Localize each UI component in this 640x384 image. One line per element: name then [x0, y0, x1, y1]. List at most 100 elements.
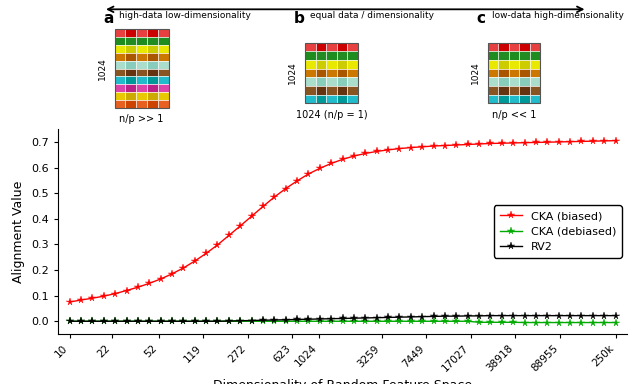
- CKA (debiased): [339, 319, 346, 324]
- Bar: [158, 100, 169, 108]
- CKA (biased): [328, 161, 335, 166]
- Bar: [337, 60, 348, 69]
- Text: n/p << 1: n/p << 1: [492, 110, 536, 120]
- CKA (debiased): [100, 319, 108, 324]
- Text: high-data low-dimensionality: high-data low-dimensionality: [119, 11, 251, 20]
- Text: n/p >> 1: n/p >> 1: [120, 114, 164, 124]
- CKA (biased): [111, 291, 119, 296]
- CKA (biased): [543, 140, 551, 144]
- CKA (biased): [476, 142, 483, 146]
- CKA (biased): [407, 145, 415, 150]
- Bar: [348, 95, 358, 104]
- Bar: [125, 45, 136, 53]
- Bar: [147, 61, 158, 69]
- Bar: [136, 100, 147, 108]
- RV2: [214, 319, 221, 324]
- CKA (debiased): [316, 319, 324, 324]
- Bar: [125, 100, 136, 108]
- RV2: [191, 319, 198, 324]
- Bar: [316, 86, 326, 95]
- RV2: [509, 313, 517, 318]
- CKA (debiased): [214, 319, 221, 324]
- CKA (debiased): [452, 319, 460, 324]
- CKA (biased): [123, 288, 131, 293]
- Bar: [147, 100, 158, 108]
- RV2: [362, 316, 369, 320]
- Bar: [125, 37, 136, 45]
- CKA (biased): [555, 140, 563, 144]
- CKA (debiased): [88, 319, 96, 324]
- CKA (biased): [145, 281, 153, 286]
- Bar: [316, 69, 326, 77]
- CKA (debiased): [134, 319, 141, 324]
- Bar: [529, 69, 540, 77]
- Bar: [158, 61, 169, 69]
- Bar: [488, 86, 498, 95]
- RV2: [589, 313, 596, 318]
- Bar: [136, 53, 147, 61]
- Bar: [337, 77, 348, 86]
- Bar: [158, 84, 169, 92]
- Bar: [337, 69, 348, 77]
- CKA (debiased): [373, 319, 381, 324]
- RV2: [419, 314, 426, 319]
- CKA (debiased): [612, 320, 620, 325]
- Bar: [498, 51, 509, 60]
- Bar: [125, 61, 136, 69]
- RV2: [452, 314, 460, 318]
- CKA (biased): [566, 139, 574, 144]
- RV2: [543, 313, 551, 318]
- Bar: [305, 60, 316, 69]
- CKA (debiased): [498, 320, 506, 324]
- Bar: [136, 30, 147, 37]
- Bar: [125, 69, 136, 76]
- CKA (biased): [248, 214, 255, 218]
- CKA (biased): [464, 142, 472, 147]
- Bar: [498, 43, 509, 51]
- Bar: [115, 100, 125, 108]
- Bar: [158, 69, 169, 76]
- CKA (biased): [66, 300, 74, 305]
- X-axis label: Dimensionality of Random Feature Space: Dimensionality of Random Feature Space: [213, 379, 472, 384]
- RV2: [612, 313, 620, 318]
- CKA (debiased): [225, 319, 233, 324]
- Bar: [348, 60, 358, 69]
- RV2: [521, 313, 529, 318]
- CKA (debiased): [441, 319, 449, 324]
- RV2: [407, 314, 415, 319]
- CKA (debiased): [521, 320, 529, 325]
- Bar: [136, 76, 147, 84]
- RV2: [373, 315, 381, 320]
- Bar: [326, 95, 337, 104]
- CKA (biased): [282, 186, 289, 191]
- Bar: [488, 43, 540, 104]
- Bar: [509, 43, 519, 51]
- CKA (biased): [384, 147, 392, 152]
- CKA (debiased): [509, 320, 517, 324]
- Bar: [498, 69, 509, 77]
- Bar: [519, 95, 529, 104]
- RV2: [88, 319, 96, 324]
- Text: a: a: [103, 11, 113, 26]
- Bar: [115, 61, 125, 69]
- RV2: [157, 319, 164, 324]
- Bar: [348, 51, 358, 60]
- RV2: [168, 319, 176, 324]
- Bar: [316, 43, 326, 51]
- Bar: [316, 95, 326, 104]
- Bar: [529, 95, 540, 104]
- CKA (debiased): [66, 319, 74, 324]
- Bar: [529, 86, 540, 95]
- RV2: [384, 315, 392, 320]
- CKA (debiased): [282, 319, 289, 324]
- CKA (debiased): [486, 320, 494, 324]
- RV2: [248, 318, 255, 323]
- CKA (biased): [88, 296, 96, 301]
- CKA (biased): [180, 266, 188, 270]
- Bar: [326, 43, 337, 51]
- CKA (debiased): [464, 319, 472, 324]
- CKA (debiased): [157, 319, 164, 324]
- RV2: [430, 314, 438, 319]
- CKA (debiased): [362, 319, 369, 324]
- CKA (debiased): [396, 319, 403, 324]
